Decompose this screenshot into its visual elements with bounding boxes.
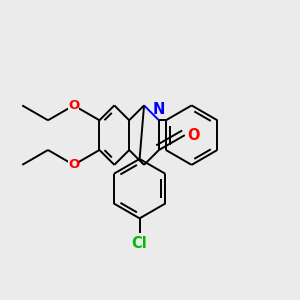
Text: N: N <box>153 102 165 117</box>
Text: O: O <box>68 99 80 112</box>
Text: O: O <box>187 128 200 142</box>
Text: Cl: Cl <box>132 236 148 251</box>
Text: O: O <box>68 158 80 171</box>
